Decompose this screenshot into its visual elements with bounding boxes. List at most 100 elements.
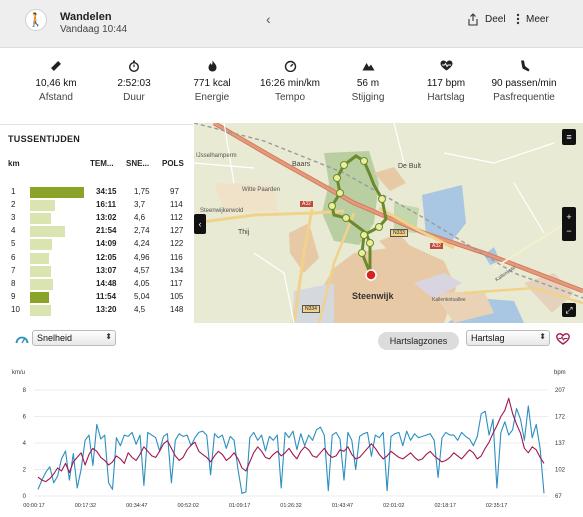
split-cell-time: 34:15 — [96, 187, 117, 196]
more-button[interactable]: Meer — [516, 13, 549, 25]
splits-table: TUSSENTIJDEN km TEM... SNE... POLS 1 34:1… — [0, 124, 193, 322]
stat-label: Hartslag — [427, 92, 465, 103]
split-cell-speed: 4,5 — [134, 304, 146, 314]
split-cell-km: 5 — [11, 239, 16, 249]
share-icon — [468, 13, 478, 26]
splits-title: TUSSENTIJDEN — [8, 134, 81, 144]
split-cell-time: 14:09 — [96, 239, 117, 249]
split-cell-km: 7 — [11, 265, 16, 275]
activity-date: Vandaag 10:44 — [60, 24, 128, 35]
left-metric-select[interactable]: Snelheid ⬍ — [32, 330, 116, 346]
chart-toolbar: Snelheid ⬍ Hartslagzones Hartslag ⬍ — [0, 323, 583, 357]
column-header-hr[interactable]: POLS — [162, 159, 184, 168]
split-cell-km: 9 — [11, 291, 16, 301]
split-bar — [30, 187, 84, 198]
table-row[interactable]: 5 14:09 4,24 122 — [0, 238, 193, 251]
table-row[interactable]: 8 14:48 4,05 117 — [0, 278, 193, 291]
split-cell-hr: 134 — [170, 265, 184, 275]
metric-chart[interactable]: 8 207 6 172 4 137 2 102 0 67 km/u bpm 00:00:17 00:17:… — [0, 362, 583, 517]
more-vertical-icon — [516, 13, 520, 25]
x-tick-label: 00:52:02 — [177, 503, 198, 509]
heart-zones-button[interactable]: Hartslagzones — [378, 332, 459, 350]
right-tick-label: 67 — [555, 494, 562, 500]
shoe-icon — [484, 60, 564, 74]
table-row[interactable]: 2 16:11 3,7 114 — [0, 199, 193, 212]
table-row[interactable]: 1 34:15 1,75 97 — [0, 186, 193, 199]
map-collapse-button[interactable]: ‹ — [194, 214, 206, 234]
route-map[interactable]: IJsselhamperm Baars De Bult Witte Paarde… — [194, 123, 583, 323]
split-cell-hr: 114 — [170, 200, 183, 210]
menu-icon: ≡ — [566, 132, 572, 142]
share-label: Deel — [485, 14, 506, 25]
map-menu-button[interactable]: ≡ — [562, 129, 576, 145]
x-tick-label: 00:17:32 — [75, 503, 96, 509]
split-cell-time: 16:11 — [96, 200, 117, 210]
chevron-updown-icon: ⬍ — [539, 332, 546, 341]
split-cell-speed: 1,75 — [134, 187, 150, 196]
stat-energy: 771 kcal Energie — [172, 60, 252, 103]
zoom-out-icon[interactable]: − — [566, 226, 572, 236]
split-cell-km: 3 — [11, 213, 16, 223]
split-cell-speed: 4,6 — [134, 213, 146, 223]
table-row[interactable]: 6 12:05 4,96 116 — [0, 252, 193, 265]
speed-gauge-icon — [15, 336, 29, 344]
stat-value: 117 bpm — [426, 78, 466, 89]
x-tick-label: 00:34:47 — [126, 503, 147, 509]
split-cell-time: 13:20 — [96, 304, 117, 314]
more-label: Meer — [526, 13, 549, 25]
stat-distance: 10,46 km Afstand — [16, 60, 96, 103]
split-cell-time: 21:54 — [96, 226, 117, 236]
split-cell-time: 11:54 — [96, 291, 117, 301]
split-bar — [30, 226, 65, 238]
stat-value: 2:52:03 — [117, 78, 151, 89]
ruler-icon — [16, 60, 96, 74]
split-bar — [30, 291, 49, 303]
share-button[interactable]: Deel — [467, 13, 506, 26]
map-label-ijsselhamperm: IJsselhamperm — [196, 153, 237, 159]
right-metric-select[interactable]: Hartslag ⬍ — [466, 330, 550, 346]
split-cell-hr: 148 — [170, 304, 184, 314]
map-fullscreen-button[interactable]: ⤢ — [562, 303, 576, 317]
split-cell-speed: 5,04 — [134, 291, 150, 301]
heart-rate-icon — [556, 333, 570, 345]
split-bar — [30, 213, 51, 225]
table-row[interactable]: 10 13:20 4,5 148 — [0, 304, 193, 317]
stat-value: 16:26 min/km — [259, 78, 321, 89]
table-row[interactable]: 4 21:54 2,74 127 — [0, 225, 193, 238]
split-cell-hr: 112 — [170, 213, 183, 223]
chart-canvas: 8 207 6 172 4 137 2 102 0 67 km/u bpm 00:00:17 00:17:… — [12, 370, 566, 509]
column-header-speed[interactable]: SNE... — [126, 159, 150, 168]
x-tick-label: 01:26:32 — [280, 503, 301, 509]
stat-heartrate: 117 bpm Hartslag — [406, 60, 486, 103]
table-row[interactable]: 7 13:07 4,57 134 — [0, 265, 193, 278]
map-label-steenwijkerwold: Steenwijkerwold — [200, 208, 244, 214]
split-cell-time: 14:48 — [96, 278, 117, 288]
map-canvas — [194, 123, 583, 323]
left-tick-label: 8 — [23, 388, 27, 394]
zoom-in-icon[interactable]: + — [566, 212, 572, 222]
column-header-time[interactable]: TEM... — [90, 159, 114, 168]
stat-label: Pasfrequentie — [493, 92, 555, 103]
map-label-thij: Thij — [238, 229, 250, 236]
map-label-n333: N333 — [390, 229, 408, 237]
split-bar — [30, 200, 56, 212]
split-cell-time: 13:07 — [96, 265, 117, 275]
split-cell-km: 8 — [11, 278, 16, 288]
chevron-left-icon: ‹ — [198, 219, 202, 229]
map-label-de-bult: De Bult — [398, 163, 421, 170]
chevron-left-icon[interactable]: ‹ — [266, 11, 271, 27]
split-cell-hr: 127 — [170, 226, 184, 236]
stat-pace: 16:26 min/km Tempo — [250, 60, 330, 103]
stat-label: Tempo — [274, 92, 305, 103]
stat-value: 90 passen/min — [491, 78, 557, 89]
split-bar — [30, 265, 51, 277]
table-row[interactable]: 9 11:54 5,04 105 — [0, 291, 193, 304]
map-zoom-control[interactable]: + − — [562, 207, 576, 241]
column-header-km[interactable]: km — [8, 159, 20, 168]
stat-label: Duur — [123, 92, 145, 103]
split-cell-km: 6 — [11, 252, 16, 262]
right-tick-label: 137 — [555, 441, 566, 447]
heartrate-series-line — [37, 397, 545, 483]
table-row[interactable]: 3 13:02 4,6 112 — [0, 212, 193, 225]
split-cell-speed: 4,05 — [134, 278, 150, 288]
